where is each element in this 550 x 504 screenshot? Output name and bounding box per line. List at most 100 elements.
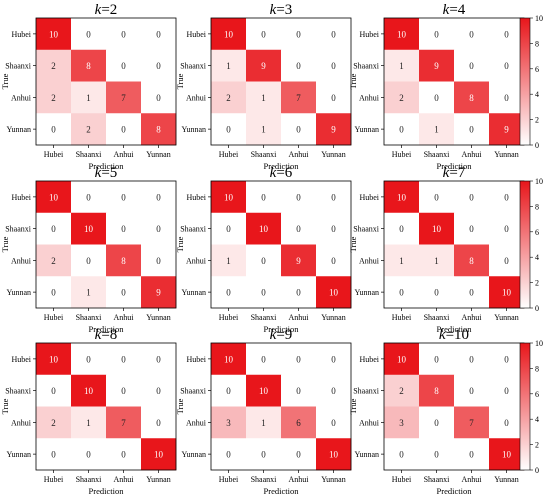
- x-tick-label: Yunnan: [146, 313, 170, 322]
- x-tick-label: Shaanxi: [424, 475, 451, 484]
- colorbar-tick-label: 4: [535, 415, 539, 424]
- heatmap-cell: [316, 113, 352, 146]
- cell-value-label: 0: [504, 192, 509, 202]
- cell-value-label: 0: [296, 61, 301, 71]
- heatmap-cell: [316, 406, 352, 439]
- heatmap-cell: [36, 276, 72, 309]
- cell-value-label: 0: [156, 192, 161, 202]
- cell-value-label: 9: [261, 61, 266, 71]
- y-tick-label: Shaanxi: [180, 225, 207, 234]
- cell-value-label: 0: [469, 354, 474, 364]
- cell-value-label: 0: [261, 256, 266, 266]
- x-tick-label: Shaanxi: [76, 475, 103, 484]
- cell-value-label: 0: [226, 386, 231, 396]
- colorbar-tick-label: 2: [535, 279, 539, 288]
- cell-value-label: 0: [261, 192, 266, 202]
- cell-value-label: 0: [156, 93, 161, 103]
- cell-value-label: 0: [469, 29, 474, 39]
- colorbar-tick-label: 8: [535, 39, 539, 48]
- heatmap-cell: [489, 276, 525, 309]
- cell-value-label: 0: [504, 29, 509, 39]
- y-tick-label: Anhui: [186, 93, 207, 102]
- cell-value-label: 7: [121, 93, 126, 103]
- cell-value-label: 0: [156, 418, 161, 428]
- cell-value-label: 10: [502, 450, 512, 460]
- colorbar-tick-label: 6: [535, 228, 539, 237]
- x-tick-label: Shaanxi: [76, 150, 103, 159]
- heatmap-cell: [281, 374, 317, 407]
- colorbar-tick-label: 6: [535, 65, 539, 74]
- heatmap-cell: [489, 438, 525, 471]
- y-tick-label: Anhui: [186, 418, 207, 427]
- cell-value-label: 0: [296, 192, 301, 202]
- heatmap-cell: [36, 343, 72, 376]
- y-axis-label: True: [0, 398, 10, 414]
- cell-value-label: 10: [397, 29, 407, 39]
- heatmap-cell: [211, 438, 247, 471]
- cell-value-label: 0: [434, 354, 439, 364]
- heatmap-cell: [36, 438, 72, 471]
- cell-value-label: 0: [469, 125, 474, 135]
- cell-value-label: 10: [224, 192, 234, 202]
- heatmap-cell: [384, 113, 420, 146]
- heatmap-cell: [211, 374, 247, 407]
- cell-value-label: 8: [121, 256, 126, 266]
- x-tick-label: Yunnan: [146, 150, 170, 159]
- heatmap-cell: [211, 406, 247, 439]
- panel-title: k=8: [95, 327, 118, 343]
- heatmap-frame: [210, 342, 352, 471]
- heatmap-cell: [71, 276, 107, 309]
- cell-value-label: 0: [121, 386, 126, 396]
- heatmap-cell: [246, 181, 282, 214]
- cell-value-label: 0: [331, 61, 336, 71]
- heatmap-cell: [489, 81, 525, 114]
- cell-value-label: 2: [51, 93, 56, 103]
- heatmap-panel-k2: k=2 10 0 0 0 2 8 0 0 2 1 7 0 0 2 0 8 Hubei Hubei Shaanxi Sha…: [0, 2, 177, 171]
- heatmap-cell: [489, 343, 525, 376]
- heatmap-cell: [384, 18, 420, 51]
- cell-value-label: 0: [121, 288, 126, 298]
- cell-value-label: 0: [434, 418, 439, 428]
- heatmap-cell: [211, 212, 247, 245]
- cell-value-label: 0: [469, 224, 474, 234]
- x-tick-label: Yunnan: [321, 150, 345, 159]
- heatmap-cell: [419, 49, 455, 82]
- x-tick-label: Hubei: [44, 475, 64, 484]
- cell-value-label: 0: [469, 61, 474, 71]
- y-tick-label: Hubei: [11, 193, 31, 202]
- x-tick-label: Hubei: [392, 313, 412, 322]
- heatmap-cell: [384, 406, 420, 439]
- heatmap-cell: [246, 406, 282, 439]
- x-tick-label: Yunnan: [321, 313, 345, 322]
- cell-value-label: 7: [296, 93, 301, 103]
- cell-value-label: 1: [434, 125, 439, 135]
- heatmap-cell: [316, 374, 352, 407]
- y-tick-label: Yunnan: [7, 125, 31, 134]
- cell-value-label: 2: [51, 418, 56, 428]
- heatmap-cell: [454, 374, 490, 407]
- cell-value-label: 1: [86, 93, 91, 103]
- heatmap-cell: [71, 81, 107, 114]
- colorbar-tick-label: 0: [535, 466, 539, 475]
- cell-value-label: 0: [469, 192, 474, 202]
- heatmap-cell: [454, 113, 490, 146]
- colorbar-row-1: 0 2 4 6 8 10: [519, 14, 543, 150]
- cell-value-label: 8: [156, 125, 161, 135]
- y-axis-label: True: [175, 236, 185, 252]
- cell-value-label: 1: [261, 93, 266, 103]
- cell-value-label: 0: [331, 224, 336, 234]
- heatmap-cell: [281, 49, 317, 82]
- heatmap-cell: [246, 244, 282, 277]
- cell-value-label: 0: [226, 125, 231, 135]
- cell-value-label: 0: [121, 125, 126, 135]
- heatmap-cell: [106, 18, 142, 51]
- cell-value-label: 0: [504, 418, 509, 428]
- cell-value-label: 0: [51, 125, 56, 135]
- cell-value-label: 0: [261, 288, 266, 298]
- x-tick-label: Shaanxi: [76, 313, 103, 322]
- y-tick-label: Hubei: [359, 193, 379, 202]
- cell-value-label: 0: [86, 29, 91, 39]
- cell-value-label: 0: [296, 288, 301, 298]
- heatmap-cell: [71, 49, 107, 82]
- heatmap-panel-k10: k=10 10 0 0 0 2 8 0 0 3 0 7 0 0 0 0 10 Hubei Hubei Shaanxi S…: [348, 327, 525, 496]
